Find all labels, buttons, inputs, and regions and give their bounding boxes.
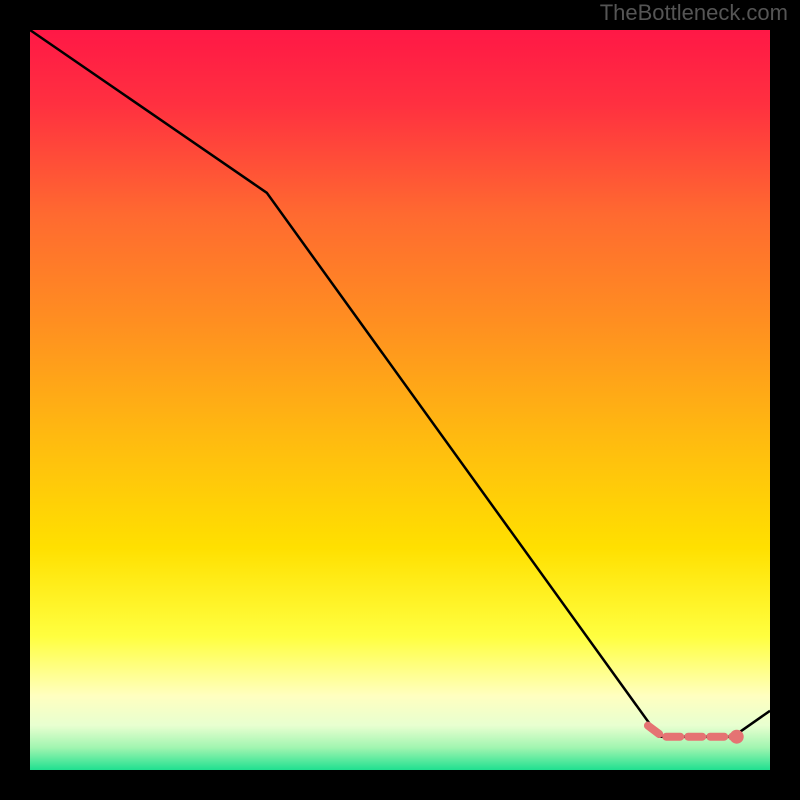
optimal-end-marker — [730, 730, 744, 744]
watermark-text: TheBottleneck.com — [600, 0, 788, 26]
bottleneck-chart — [0, 0, 800, 800]
border-left — [0, 0, 30, 800]
border-right — [770, 0, 800, 800]
chart-background — [30, 30, 770, 770]
border-bottom — [0, 770, 800, 800]
